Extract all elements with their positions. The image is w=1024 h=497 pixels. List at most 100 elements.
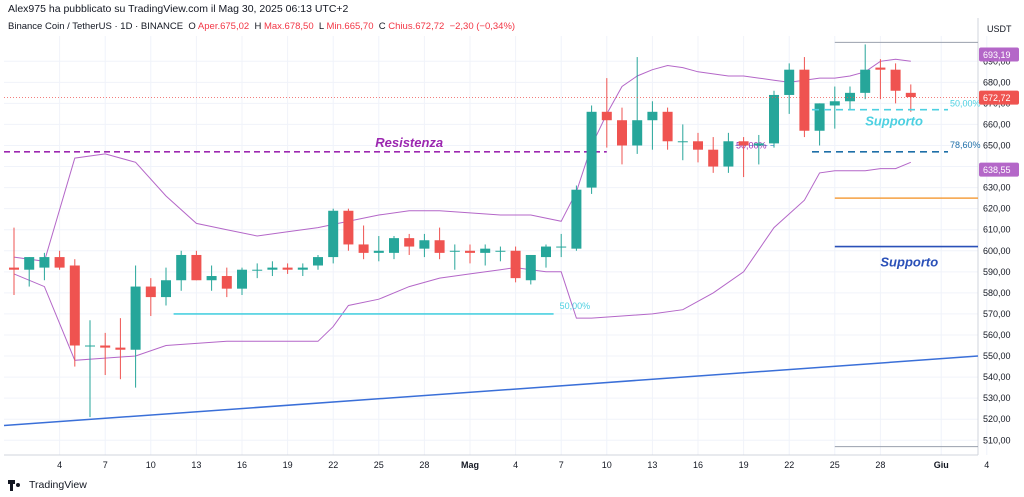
y-tick-label: 630,00 (983, 183, 1011, 193)
author-line: Alex975 ha pubblicato su TradingView.com… (8, 3, 349, 15)
candle-body (343, 210, 354, 245)
symbol-ohlc-line: Binance Coin / TetherUS · 1D · BINANCE O… (8, 21, 515, 32)
candle-body (69, 265, 80, 346)
x-tick-label: 10 (146, 460, 156, 470)
candle-body (525, 254, 536, 281)
candle-body (677, 141, 688, 143)
candle-body (662, 111, 673, 142)
candle-body (632, 120, 643, 146)
candle-body (54, 257, 65, 268)
x-tick-label: 25 (830, 460, 840, 470)
candle-body (753, 143, 764, 146)
x-tick-label: 25 (374, 460, 384, 470)
candle-body (328, 210, 339, 258)
x-tick-label: 22 (784, 460, 794, 470)
x-tick-label: Giu (934, 460, 949, 470)
candle-body (465, 250, 475, 253)
x-tick-label: Mag (461, 460, 479, 470)
bollinger-upper-band (13, 58, 911, 262)
brand[interactable]: TradingView (8, 479, 87, 491)
open-label: O (188, 21, 196, 32)
price-label-tag (979, 90, 1019, 105)
candle-body (130, 286, 141, 350)
candle-body (434, 240, 445, 253)
candle-body (191, 254, 202, 281)
open-value: Aper.675,02 (197, 21, 250, 32)
y-tick-label: 560,00 (983, 330, 1011, 340)
candle-body (404, 238, 415, 247)
price-label-text: 638,55 (983, 165, 1011, 175)
candle-body (571, 189, 582, 249)
y-tick-label: 650,00 (983, 140, 1011, 150)
candle-body (252, 269, 263, 271)
candle-body (389, 238, 399, 253)
price-label-tag (979, 47, 1019, 62)
candle-body (24, 257, 35, 270)
resistance-label: Resistenza (375, 135, 443, 150)
candle-body (480, 248, 491, 253)
candle-body (510, 250, 521, 279)
bollinger-lower-band (13, 161, 911, 361)
x-tick-label: 4 (57, 460, 62, 470)
candle-body (313, 257, 323, 266)
candle-body (161, 280, 171, 298)
y-tick-label: 530,00 (983, 393, 1011, 403)
x-tick-label: 4 (513, 460, 518, 470)
close-value: Chius.672,72 (388, 21, 445, 32)
support-top-label: Supporto (865, 114, 923, 129)
candle-body (297, 267, 308, 270)
candle-body (221, 276, 232, 289)
x-tick-label: 7 (559, 460, 564, 470)
x-tick-label: 16 (237, 460, 247, 470)
candle-body (738, 141, 749, 146)
candle-body (799, 69, 810, 131)
candle-body (176, 254, 187, 281)
candle-body (237, 269, 247, 289)
x-tick-label: 19 (283, 460, 293, 470)
candle-body (769, 94, 779, 144)
candle-body (829, 101, 840, 106)
y-tick-label: 600,00 (983, 246, 1011, 256)
candle-body (693, 141, 703, 150)
symbol-name[interactable]: Binance Coin / TetherUS · 1D · BINANCE (8, 21, 184, 32)
y-tick-label: 510,00 (983, 435, 1011, 445)
price-label-text: 693,19 (983, 50, 1011, 60)
support-low-label: Supporto (880, 255, 938, 270)
candle-body (145, 286, 156, 298)
x-tick-label: 28 (419, 460, 429, 470)
candle-body (860, 69, 871, 93)
candle-body (647, 111, 658, 121)
x-tick-label: 13 (191, 460, 201, 470)
candle-body (39, 257, 50, 268)
currency-label: USDT (987, 24, 1012, 34)
candle-body (845, 92, 855, 102)
support-top-fib-label: 50,00% (950, 99, 981, 109)
y-tick-label: 590,00 (983, 267, 1011, 277)
x-tick-label: 10 (602, 460, 612, 470)
candle-body (723, 141, 734, 167)
x-tick-label: 19 (739, 460, 749, 470)
candle-body (267, 267, 278, 270)
candle-body (541, 246, 551, 258)
brand-name: TradingView (29, 479, 87, 491)
low-value: Min.665,70 (326, 21, 374, 32)
x-tick-label: 22 (328, 460, 338, 470)
y-tick-label: 540,00 (983, 372, 1011, 382)
fib-50-low-label: 50,00% (560, 301, 591, 311)
tradingview-logo-icon (8, 479, 25, 491)
candle-body (875, 67, 886, 70)
candle-body (586, 111, 597, 188)
candle-body (100, 345, 111, 348)
y-tick-label: 660,00 (983, 119, 1011, 129)
y-tick-label: 550,00 (983, 351, 1011, 361)
x-tick-label: 28 (875, 460, 885, 470)
candle-body (556, 246, 567, 248)
candle-body (282, 267, 293, 270)
y-tick-label: 580,00 (983, 288, 1011, 298)
x-tick-label: 7 (103, 460, 108, 470)
x-tick-label: 4 (984, 460, 989, 470)
y-tick-label: 520,00 (983, 414, 1011, 424)
y-tick-label: 620,00 (983, 204, 1011, 214)
